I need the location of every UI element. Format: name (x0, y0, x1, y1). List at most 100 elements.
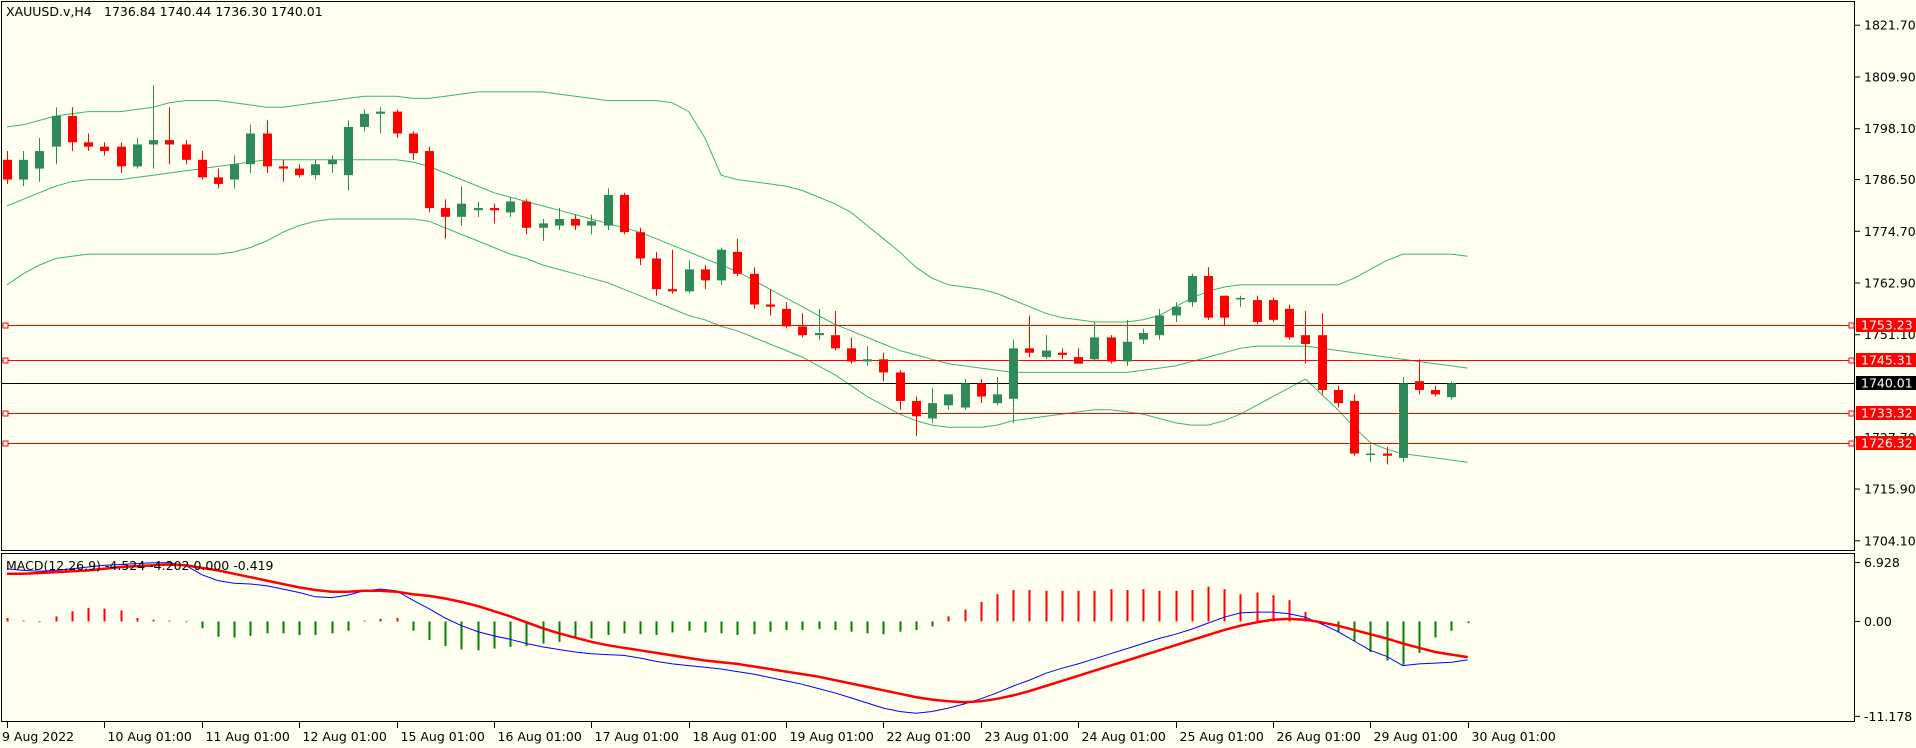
candle (474, 201, 483, 217)
time-tick-label: 18 Aug 01:00 (693, 729, 777, 744)
candle (1220, 295, 1229, 327)
candle-body (279, 166, 288, 169)
candle-body (295, 168, 304, 176)
candle-body (100, 146, 109, 152)
candle (636, 227, 645, 266)
candle-body (165, 140, 174, 145)
candle (3, 151, 12, 184)
time-tick-label: 16 Aug 01:00 (498, 729, 582, 744)
macd-tick-label: 0.00 (1864, 614, 1892, 629)
candle (328, 155, 337, 173)
candle-body (1301, 335, 1310, 344)
candle (1107, 335, 1116, 364)
candle (344, 120, 353, 191)
candle-body (604, 194, 613, 226)
price-tick-label: 1762.90 (1864, 276, 1916, 291)
level-tag-2-box (1856, 406, 1916, 420)
level-tag-3-label: 1726.32 (1861, 436, 1913, 451)
time-tick-label: 23 Aug 01:00 (985, 729, 1069, 744)
candle (376, 107, 385, 134)
candle-body (1318, 335, 1327, 390)
candle-body (1009, 348, 1018, 399)
candle-body (182, 144, 191, 160)
candle-body (1058, 352, 1067, 355)
candle-body (376, 111, 385, 114)
candle-body (1042, 350, 1051, 358)
candle (717, 247, 726, 285)
level-anchor-right-3 (1848, 440, 1855, 447)
level-tag-2-label: 1733.32 (1861, 406, 1913, 421)
candle-body (311, 164, 320, 176)
candle-body (1172, 306, 1181, 316)
candle (766, 289, 775, 316)
candle-body (1350, 400, 1359, 454)
level-anchor-left-0 (2, 322, 9, 329)
candle (879, 352, 888, 382)
candle-body (1074, 357, 1083, 364)
candle-body (896, 372, 905, 401)
candle-body (1204, 276, 1213, 318)
candle (506, 197, 515, 217)
candle (620, 192, 629, 235)
candle (961, 379, 970, 410)
candle (263, 120, 272, 173)
candle-body (441, 208, 450, 217)
candle (409, 131, 418, 160)
candle (587, 214, 596, 235)
candle (84, 133, 93, 152)
time-tick-label: 25 Aug 01:00 (1180, 729, 1264, 744)
candle-body (393, 111, 402, 134)
candle (68, 107, 77, 152)
candle (425, 146, 434, 213)
candle (230, 155, 239, 189)
candle (1269, 297, 1278, 323)
level-anchor-right-1 (1848, 357, 1855, 364)
candle (522, 199, 531, 235)
macd-tick-label: -11.178 (1864, 709, 1912, 724)
price-tick-label: 1821.70 (1864, 18, 1916, 33)
candle (944, 394, 953, 410)
level-tag-3: 1726.32 (1856, 436, 1916, 451)
candle (1139, 328, 1148, 344)
candle-body (1383, 453, 1392, 456)
candle (1399, 376, 1408, 463)
level-tag-1-label: 1745.31 (1861, 353, 1913, 368)
candle-body (1188, 276, 1197, 303)
time-tick-label: 22 Aug 01:00 (887, 729, 971, 744)
candle (571, 214, 580, 230)
candle-body (750, 273, 759, 305)
bollinger-lower (6, 218, 1468, 463)
time-tick-label: 12 Aug 01:00 (303, 729, 387, 744)
price-tick-label: 1715.90 (1864, 482, 1916, 497)
candle (1301, 311, 1310, 364)
candle-body (263, 133, 272, 167)
level-anchor-left-2 (2, 410, 9, 417)
candle (52, 107, 61, 165)
candle (149, 85, 158, 169)
candle-body (230, 164, 239, 180)
candlesticks (3, 85, 1456, 465)
candle-body (701, 269, 710, 281)
candle (555, 208, 564, 230)
candle-body (1399, 383, 1408, 458)
time-tick-label: 10 Aug 01:00 (108, 729, 192, 744)
level-anchor-right-0 (1848, 322, 1855, 329)
candle (539, 219, 548, 241)
candle (1042, 335, 1051, 360)
candle (133, 137, 142, 169)
candle (165, 107, 174, 165)
candle (490, 203, 499, 224)
candle-body (620, 194, 629, 233)
candle-body (1155, 315, 1164, 336)
main-pane-frame (1, 1, 1855, 551)
candle-body (328, 159, 337, 165)
candle (1236, 295, 1245, 307)
candle-body (1269, 300, 1278, 320)
candle-body (457, 203, 466, 217)
candle (1204, 267, 1213, 320)
candle-body (214, 177, 223, 184)
level-anchor-left-3 (2, 440, 9, 447)
